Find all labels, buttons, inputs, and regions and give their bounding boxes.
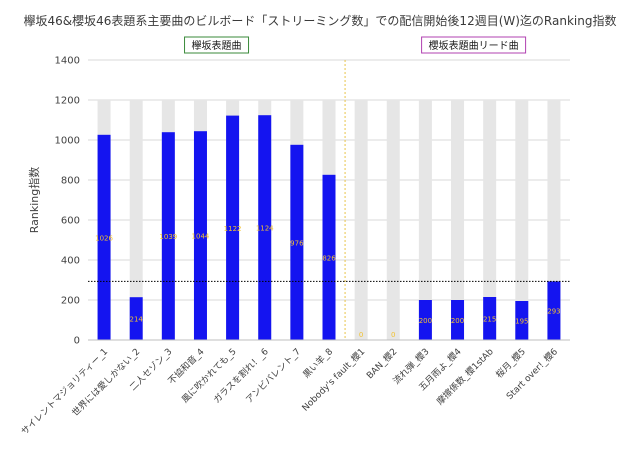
category-label: 桜月_櫻5 bbox=[493, 346, 528, 381]
background-bar bbox=[129, 100, 143, 340]
group-label-box bbox=[421, 36, 527, 54]
category-label: 摩擦係数_櫻1stAb bbox=[434, 345, 496, 407]
bar bbox=[483, 297, 497, 340]
y-tick-label: 1400 bbox=[55, 56, 80, 67]
group-label-box bbox=[184, 36, 250, 54]
bar bbox=[97, 134, 111, 340]
category-label: BAN_櫻2 bbox=[364, 346, 400, 382]
category-label: Start over!_櫻6 bbox=[504, 345, 561, 402]
data-label: 200 bbox=[451, 317, 464, 325]
group-label: 櫻坂表題曲リード曲 bbox=[429, 39, 519, 52]
bar bbox=[547, 281, 561, 340]
y-tick-label: 1200 bbox=[55, 96, 80, 107]
data-label: 1124 bbox=[256, 225, 274, 233]
background-bar bbox=[547, 100, 561, 340]
axes: 0 200 400 600 800 1000 1200 1400 bbox=[55, 56, 570, 347]
bar bbox=[129, 297, 143, 340]
bar bbox=[258, 115, 272, 340]
bars bbox=[97, 115, 561, 340]
bar bbox=[161, 132, 175, 340]
group-labels: 欅坂表題曲 櫻坂表題曲リード曲 bbox=[184, 36, 527, 54]
bar bbox=[193, 131, 207, 340]
category-label: 風に吹かれても_5 bbox=[179, 346, 239, 406]
bar bbox=[290, 144, 304, 340]
bar bbox=[451, 300, 465, 340]
bar bbox=[418, 300, 432, 340]
y-tick-label: 1000 bbox=[55, 136, 80, 147]
y-axis-label: Ranking指数 bbox=[27, 167, 41, 234]
data-label: 1044 bbox=[192, 233, 210, 241]
y-tick-label: 600 bbox=[61, 216, 80, 227]
bar bbox=[515, 301, 529, 340]
data-label: 195 bbox=[515, 318, 528, 326]
category-labels: サイレントマジョリティー_1世界には愛しかない_2二人セゾン_3不協和音_4風に… bbox=[19, 345, 560, 437]
background-bar bbox=[483, 100, 497, 340]
data-label: 0 bbox=[391, 331, 395, 339]
background-bar bbox=[386, 100, 400, 340]
data-label: 214 bbox=[130, 316, 144, 324]
data-label: 200 bbox=[419, 317, 432, 325]
y-tick-label: 0 bbox=[74, 336, 80, 347]
data-label: 215 bbox=[483, 316, 496, 324]
y-tick-label: 800 bbox=[61, 176, 80, 187]
data-label: 1039 bbox=[159, 233, 177, 241]
category-label: 黒い羊_8 bbox=[300, 345, 335, 380]
category-label: ガラスを割れ！_6 bbox=[211, 345, 271, 405]
data-labels: 1026 214 1039 1044 1122 1124 976 826 0 0 200 200 215… bbox=[95, 225, 560, 339]
data-label: 0 bbox=[359, 331, 363, 339]
data-label: 1026 bbox=[95, 234, 113, 242]
y-tick-label: 400 bbox=[61, 256, 80, 267]
chart-title: 欅坂46&櫻坂46表題系主要曲のビルボード「ストリーミング数」での配信開始後12… bbox=[24, 13, 617, 28]
background-bar bbox=[354, 100, 368, 340]
bar bbox=[226, 115, 240, 340]
data-label: 1122 bbox=[224, 225, 242, 233]
data-label: 976 bbox=[290, 239, 304, 247]
background-bar bbox=[418, 100, 432, 340]
group-label: 欅坂表題曲 bbox=[192, 39, 242, 52]
y-tick-label: 200 bbox=[61, 296, 80, 307]
background-bar bbox=[451, 100, 465, 340]
data-label: 826 bbox=[322, 254, 336, 262]
bar bbox=[322, 174, 336, 340]
background-bar bbox=[515, 100, 529, 340]
category-label: アンビバレント_7 bbox=[244, 346, 303, 405]
data-label: 293 bbox=[547, 308, 560, 316]
